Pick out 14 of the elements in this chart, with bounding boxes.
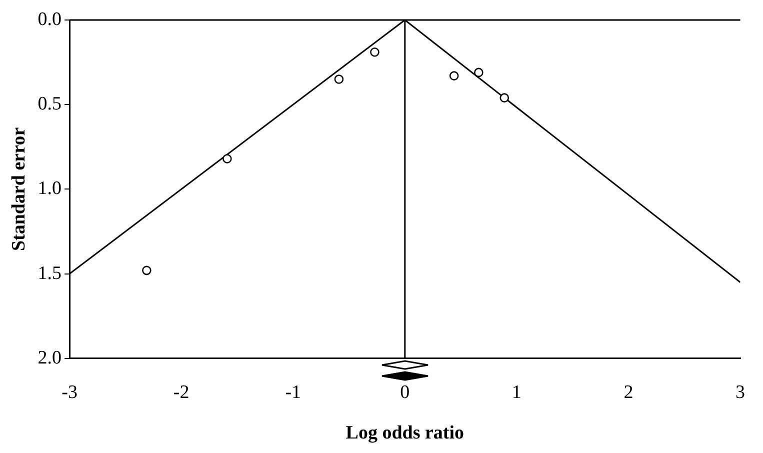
- y-tick-label: 1.0: [38, 178, 62, 200]
- y-tick-label: 0.0: [38, 8, 62, 30]
- x-tick-label: 0: [400, 382, 410, 403]
- y-tick-label: 0.5: [38, 94, 62, 115]
- y-tick-label: 2.0: [38, 347, 62, 368]
- x-tick-label: 2: [624, 382, 634, 403]
- x-tick-label: 3: [736, 382, 745, 403]
- x-tick-label: -3: [62, 382, 78, 403]
- x-axis-title: Log odds ratio: [346, 422, 464, 444]
- x-tick-label: 1: [512, 382, 522, 403]
- y-tick-label: 1.5: [38, 262, 62, 284]
- x-tick-label: -2: [173, 382, 190, 403]
- x-tick-label: -1: [285, 382, 302, 403]
- y-axis-title: Standard error: [8, 126, 30, 252]
